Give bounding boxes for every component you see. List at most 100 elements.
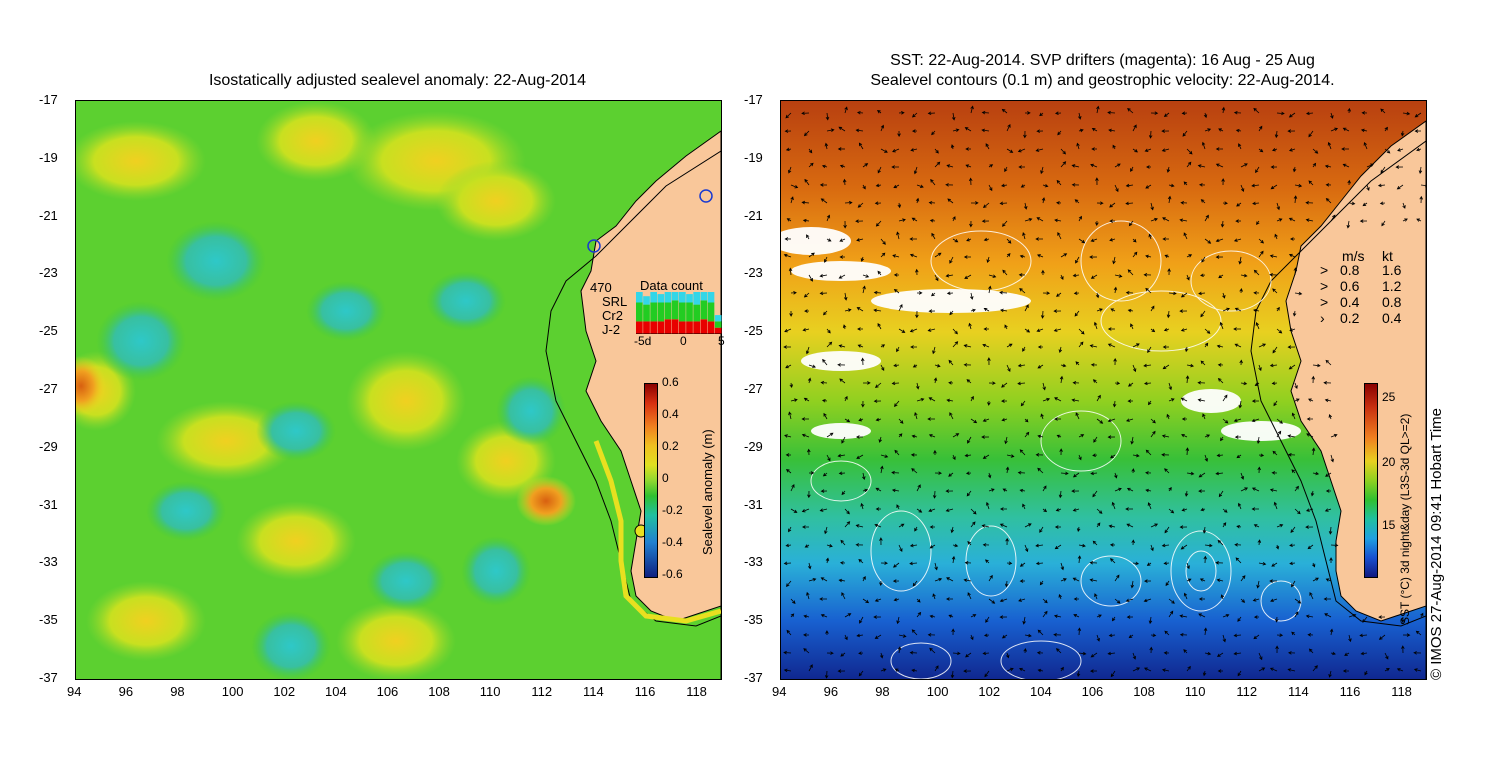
velocity-arrow-icon: › — [1320, 310, 1325, 326]
y-tick-label: -35 — [39, 612, 58, 628]
y-tick-label: -27 — [744, 381, 763, 396]
velocity-vector — [1042, 485, 1047, 492]
velocity-vector — [1090, 274, 1098, 279]
velocity-vector — [1294, 382, 1298, 390]
velocity-vector — [927, 417, 936, 421]
velocity-vector — [910, 453, 918, 457]
velocity-vector — [987, 472, 992, 479]
velocity-vector — [819, 291, 828, 296]
velocity-vector — [1125, 507, 1133, 511]
velocity-vector — [1274, 130, 1279, 139]
x-tick-label: 100 — [221, 684, 244, 699]
velocity-vector — [1054, 417, 1062, 421]
velocity-vector — [1204, 214, 1209, 222]
velocity-vector — [784, 434, 792, 438]
velocity-vector — [837, 669, 846, 673]
velocity-vector — [1146, 165, 1152, 169]
sealevel-anomaly-map[interactable] — [75, 100, 722, 680]
velocity-vector — [1180, 328, 1188, 332]
velocity-vector — [788, 526, 792, 533]
velocity-vector — [982, 543, 990, 547]
velocity-vector — [1089, 344, 1098, 348]
velocity-vector — [1186, 274, 1190, 281]
velocity-vector — [1363, 141, 1368, 150]
velocity-vector — [1058, 490, 1063, 499]
velocity-vector — [916, 184, 924, 188]
velocity-vector — [1222, 634, 1227, 643]
velocity-vector — [1147, 400, 1152, 406]
count-bar-j2 — [643, 321, 650, 334]
velocity-vector — [844, 200, 853, 205]
velocity-vector — [1042, 610, 1048, 618]
velocity-vector — [1090, 163, 1098, 168]
velocity-vector — [1036, 129, 1044, 133]
velocity-vector — [915, 382, 920, 390]
velocity-vector — [844, 634, 848, 641]
velocity-vector — [916, 611, 922, 618]
velocity-vector — [1110, 670, 1116, 678]
velocity-vector — [1041, 269, 1045, 276]
velocity-vector — [1127, 269, 1134, 276]
velocity-vector — [857, 202, 864, 208]
velocity-vector — [1162, 364, 1170, 370]
velocity-vector — [1305, 614, 1314, 619]
velocity-vector — [1075, 256, 1080, 264]
cloud-gaps — [781, 227, 1301, 441]
velocity-vector — [1161, 129, 1170, 133]
velocity-vector — [804, 544, 810, 548]
velocity-vector — [1323, 381, 1332, 385]
velocity-vector — [1078, 238, 1086, 244]
velocity-vector — [1004, 436, 1008, 445]
velocity-vector — [981, 110, 990, 115]
velocity-vector — [1276, 202, 1280, 211]
velocity-vector — [1001, 417, 1008, 422]
velocity-vector — [1145, 254, 1152, 259]
velocity-vector — [1127, 399, 1134, 403]
velocity-vector — [1272, 147, 1278, 152]
velocity-vector — [1216, 344, 1224, 349]
velocity-vector — [1163, 112, 1170, 117]
velocity-vector — [988, 274, 997, 278]
velocity-vector — [1166, 310, 1171, 319]
data-count-xtick: -5d — [634, 334, 652, 348]
station-marker — [699, 189, 713, 203]
velocity-vector — [950, 144, 955, 150]
velocity-vector — [858, 418, 864, 422]
sat-label-cr2: Cr2 — [602, 308, 623, 323]
velocity-vector — [1360, 651, 1368, 656]
velocity-vector — [837, 453, 846, 458]
velocity-vector — [1018, 598, 1026, 602]
velocity-vector — [1395, 165, 1404, 169]
count-bar-j2 — [671, 319, 679, 334]
velocity-vector — [952, 454, 956, 461]
velocity-vector — [891, 488, 900, 493]
velocity-vector — [1161, 543, 1170, 548]
velocity-vector — [1307, 633, 1314, 637]
y-tick-label: -23 — [744, 265, 763, 281]
velocity-vector — [1132, 561, 1140, 566]
velocity-vector — [1238, 400, 1243, 409]
sst-map[interactable] — [780, 100, 1427, 680]
velocity-vector — [967, 592, 972, 600]
velocity-vector — [1149, 646, 1153, 654]
velocity-vector — [820, 577, 828, 582]
velocity-vector — [1402, 218, 1408, 222]
velocity-vector — [1294, 485, 1299, 492]
velocity-vector — [1256, 580, 1260, 589]
velocity-vector — [790, 184, 799, 189]
velocity-vector — [1006, 561, 1013, 565]
count-bar-j2 — [636, 321, 643, 334]
velocity-vector — [1107, 435, 1116, 439]
velocity-vector — [1276, 306, 1280, 312]
velocity-vector — [1163, 561, 1170, 566]
velocity-vector — [1096, 308, 1103, 312]
velocity-vector — [1132, 251, 1138, 258]
x-tick-label: 110 — [479, 684, 501, 699]
velocity-vector — [1216, 652, 1224, 657]
velocity-vector — [1198, 489, 1206, 493]
velocity-vector — [1342, 127, 1350, 132]
velocity-vector — [1305, 218, 1314, 222]
velocity-vector — [1269, 488, 1278, 492]
velocity-vector — [970, 418, 978, 424]
velocity-vector — [987, 357, 991, 366]
